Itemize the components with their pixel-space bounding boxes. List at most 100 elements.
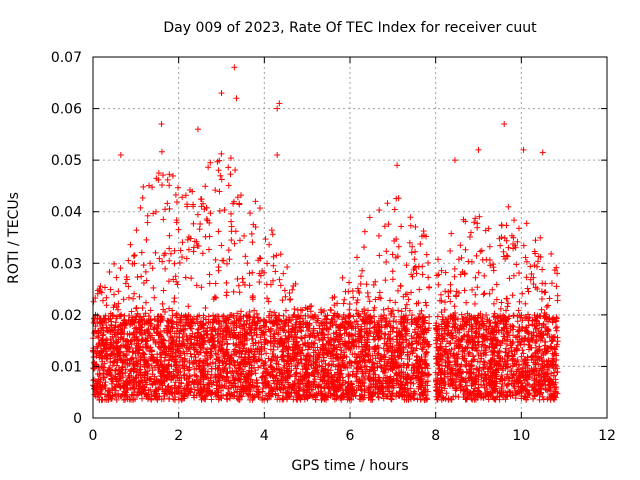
data-point xyxy=(277,251,284,258)
data-point xyxy=(246,282,253,289)
data-point xyxy=(403,301,410,308)
data-point xyxy=(149,184,156,191)
data-point xyxy=(199,250,206,257)
data-point xyxy=(146,182,153,189)
data-point xyxy=(412,223,419,230)
data-point xyxy=(272,268,279,275)
data-point xyxy=(117,265,124,272)
data-point xyxy=(522,300,529,307)
data-point xyxy=(357,273,364,280)
data-point xyxy=(376,207,383,214)
data-point xyxy=(350,313,357,320)
data-point xyxy=(185,303,192,310)
data-point xyxy=(147,307,154,314)
data-point xyxy=(392,254,399,261)
data-point xyxy=(244,260,251,267)
data-point xyxy=(97,283,104,290)
data-point xyxy=(228,237,235,244)
data-point xyxy=(100,297,107,304)
data-point xyxy=(515,270,522,277)
data-point xyxy=(463,299,470,306)
data-point xyxy=(291,305,298,312)
data-point xyxy=(341,296,348,303)
data-point xyxy=(171,295,178,302)
data-point xyxy=(383,248,390,255)
data-point xyxy=(289,286,296,293)
data-point xyxy=(142,268,149,275)
data-point xyxy=(228,210,235,217)
data-point xyxy=(357,280,364,287)
data-point xyxy=(505,203,512,210)
data-point xyxy=(166,205,173,212)
data-point xyxy=(167,250,174,257)
data-point xyxy=(423,251,430,258)
data-point xyxy=(144,219,151,226)
data-point xyxy=(106,268,113,275)
data-point xyxy=(218,242,225,249)
data-point xyxy=(365,293,372,300)
data-point xyxy=(198,203,205,210)
data-point xyxy=(138,249,145,256)
data-point xyxy=(230,198,237,205)
data-point xyxy=(510,272,517,279)
data-point xyxy=(266,241,273,248)
data-point xyxy=(171,247,178,254)
data-point xyxy=(458,254,465,261)
data-point xyxy=(472,291,479,298)
data-point xyxy=(125,257,132,264)
data-point xyxy=(175,226,182,233)
data-point xyxy=(207,210,214,217)
data-point xyxy=(376,289,383,296)
data-point xyxy=(471,219,478,226)
data-point xyxy=(190,220,197,227)
data-point xyxy=(480,291,487,298)
data-point xyxy=(179,254,186,261)
data-point xyxy=(143,236,150,243)
data-point xyxy=(111,260,118,267)
data-point xyxy=(215,167,222,174)
data-point xyxy=(403,262,410,269)
data-point xyxy=(111,367,118,374)
data-point xyxy=(182,192,189,199)
data-point xyxy=(224,341,231,348)
data-point xyxy=(451,303,458,310)
data-point xyxy=(389,268,396,275)
data-point xyxy=(477,248,484,255)
data-point xyxy=(486,243,493,250)
data-point xyxy=(164,176,171,183)
data-point xyxy=(206,233,213,240)
data-point xyxy=(423,302,430,309)
data-point xyxy=(241,232,248,239)
data-point xyxy=(212,187,219,194)
data-point xyxy=(249,239,256,246)
data-point xyxy=(388,396,395,403)
data-point xyxy=(249,269,256,276)
data-point xyxy=(175,184,182,191)
data-point xyxy=(493,281,500,288)
data-point xyxy=(236,289,243,296)
data-point xyxy=(130,295,137,302)
data-point xyxy=(451,273,458,280)
data-point xyxy=(134,274,141,281)
data-point xyxy=(497,242,504,249)
data-point xyxy=(137,204,144,211)
data-point xyxy=(543,303,550,310)
data-point xyxy=(490,300,497,307)
data-point xyxy=(525,288,532,295)
data-point xyxy=(366,214,373,221)
data-point xyxy=(140,183,147,190)
data-point xyxy=(539,266,546,273)
data-point xyxy=(294,307,301,314)
data-point xyxy=(202,183,209,190)
data-point xyxy=(511,217,518,224)
data-point xyxy=(503,222,510,229)
data-point xyxy=(366,298,373,305)
data-point xyxy=(262,236,269,243)
data-point xyxy=(252,198,259,205)
data-point xyxy=(225,164,232,171)
data-point xyxy=(413,270,420,277)
data-point xyxy=(392,299,399,306)
data-point xyxy=(538,295,545,302)
data-point xyxy=(152,208,159,215)
data-point xyxy=(239,275,246,282)
